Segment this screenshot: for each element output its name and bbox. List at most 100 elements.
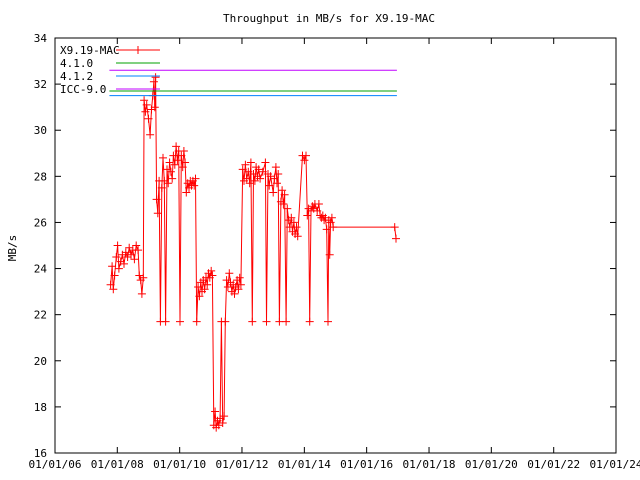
data-point [256,174,265,183]
data-point [305,317,314,326]
data-point [195,292,204,301]
data-point [280,190,289,199]
x-tick-label: 01/01/08 [91,458,144,471]
data-point [139,273,148,282]
data-point [106,280,115,289]
legend-label: ICC-9.0 [60,83,106,96]
data-point [285,223,294,232]
data-point [203,280,212,289]
data-point [152,195,161,204]
data-point [325,250,334,259]
data-point [173,156,182,165]
data-point [287,213,296,222]
data-point [114,264,123,273]
data-point [230,289,239,298]
data-point [151,73,160,82]
data-point [273,179,281,188]
data-point [390,223,399,232]
chart-title: Throughput in MB/s for X9.19-MAC [223,12,435,25]
data-point [159,153,167,162]
data-point [238,165,247,174]
data-point [170,160,179,169]
data-point [274,170,283,178]
y-tick-label: 32 [34,78,47,91]
data-point [244,167,253,176]
x-tick-label: 01/01/18 [403,458,456,471]
data-point [261,158,270,167]
data-point [149,77,158,86]
data-point [248,317,257,326]
data-point [130,255,139,264]
series-x9-19-mac [106,73,400,432]
data-point [282,317,291,326]
data-point [271,163,280,172]
x-tick-label: 01/01/14 [278,458,331,471]
data-point [164,179,173,188]
x-tick-label: 01/01/10 [153,458,206,471]
data-point [265,181,274,190]
data-point [324,317,332,326]
y-tick-label: 24 [34,263,48,276]
data-point [241,160,250,169]
data-point [327,213,336,222]
data-point [235,273,244,282]
data-point [200,285,209,294]
data-point [132,241,141,250]
data-point [121,248,130,257]
data-point [211,407,220,416]
data-point [191,174,200,183]
data-point [292,223,301,232]
data-point [137,289,146,298]
data-point [182,188,191,197]
data-point [283,204,292,213]
data-point [165,158,174,167]
data-point [314,200,323,208]
data-point [262,317,271,326]
x-tick-label: 01/01/22 [527,458,580,471]
data-point [220,412,229,421]
data-point [142,100,151,109]
data-point [269,188,278,197]
data-point [258,167,267,176]
legend-label: X9.19-MAC [60,44,120,57]
data-point [190,181,199,190]
data-point [392,234,400,243]
data-point [141,107,150,116]
y-tick-label: 26 [34,216,47,229]
data-point [153,209,162,218]
data-point [169,151,178,160]
y-tick-label: 30 [34,124,47,137]
data-point [177,151,186,160]
data-point [127,250,135,259]
data-point [140,96,149,105]
x-tick-label: 01/01/06 [29,458,82,471]
data-point [303,211,312,220]
y-tick-label: 16 [34,447,47,460]
data-point [110,271,119,280]
data-point [112,253,121,261]
data-point [236,280,245,289]
data-point [168,174,177,183]
data-point [192,317,201,326]
data-point [221,317,230,326]
data-point [254,165,263,174]
data-point [300,156,309,165]
plot-area [54,37,617,454]
data-point [194,283,203,291]
data-point [120,259,128,268]
data-point [150,103,159,112]
y-tick-label: 18 [34,401,47,414]
data-point [146,130,155,139]
data-point [279,200,288,208]
data-point [108,262,117,271]
data-point [181,158,190,167]
data-point [134,246,143,255]
data-point [144,114,153,123]
y-tick-label: 28 [34,170,47,183]
data-point [207,266,216,275]
legend-marker [134,46,142,54]
data-point [166,167,175,176]
data-point [270,174,279,183]
